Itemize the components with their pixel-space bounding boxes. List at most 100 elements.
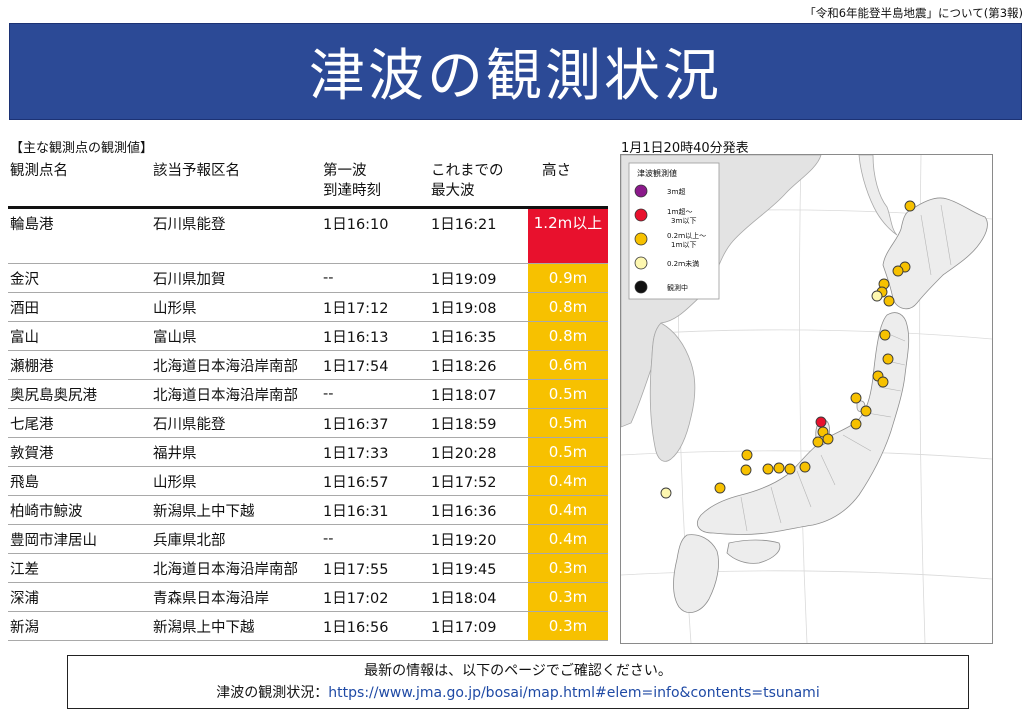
observation-point <box>892 265 904 277</box>
max-wave-cell: 1日17:52 <box>431 474 497 491</box>
height-cell: 0.5m <box>528 437 608 467</box>
observation-point <box>660 487 672 499</box>
station-cell: 深浦 <box>10 590 39 607</box>
table-row: 敦賀港 福井県 1日17:33 1日20:28 0.5m <box>8 437 608 467</box>
region-cell: 新潟県上中下越 <box>153 503 255 520</box>
region-cell: 石川県能登 <box>153 416 226 433</box>
height-cell: 0.4m <box>528 495 608 525</box>
table-row: 豊岡市津居山 兵庫県北部 -- 1日19:20 0.4m <box>8 524 608 554</box>
region-cell: 北海道日本海沿岸南部 <box>153 358 298 375</box>
observation-point <box>762 463 774 475</box>
legend-swatch <box>634 184 648 198</box>
first-wave-cell: 1日16:56 <box>323 619 389 636</box>
first-wave-cell: 1日16:57 <box>323 474 389 491</box>
observation-point <box>883 295 895 307</box>
legend-swatch <box>634 232 648 246</box>
max-wave-cell: 1日18:59 <box>431 416 497 433</box>
max-wave-cell: 1日20:28 <box>431 445 497 462</box>
max-wave-cell: 1日18:07 <box>431 387 497 404</box>
table-header-row: 観測点名 該当予報区名 第一波 到達時刻 これまでの 最大波 高さ <box>8 158 608 208</box>
observation-point <box>815 416 827 428</box>
header-max-wave-line1: これまでの <box>431 163 504 179</box>
first-wave-cell: 1日17:55 <box>323 561 389 578</box>
observation-point <box>740 464 752 476</box>
first-wave-cell: 1日17:54 <box>323 358 389 375</box>
footer-url-prefix: 津波の観測状況： <box>216 685 329 701</box>
tsunami-map: 津波観測値 3ｍ超 1ｍ超～ 3ｍ以下 0.2ｍ以上～ 1ｍ以下 0.2ｍ未満 観測中 <box>620 154 993 644</box>
observation-point <box>871 290 883 302</box>
height-cell: 0.3m <box>528 553 608 583</box>
header-first-wave-line2: 到達時刻 <box>323 183 381 199</box>
page-title: 津波の観測状況 <box>309 44 722 109</box>
legend-swatch <box>634 208 648 222</box>
table-row: 新潟 新潟県上中下越 1日16:56 1日17:09 0.3m <box>8 611 608 641</box>
height-cell: 0.8m <box>528 292 608 322</box>
observation-point <box>904 200 916 212</box>
legend-label: 0.2ｍ以上～ <box>667 231 706 240</box>
header-max-wave-line2: 最大波 <box>431 183 475 199</box>
region-cell: 北海道日本海沿岸南部 <box>153 387 298 404</box>
first-wave-cell: 1日17:12 <box>323 300 389 317</box>
table-row: 金沢 石川県加賀 -- 1日19:09 0.9m <box>8 263 608 293</box>
footer-line1: 最新の情報は、以下のページでご確認ください。 <box>364 663 672 679</box>
observation-point <box>714 482 726 494</box>
observation-point <box>850 418 862 430</box>
table-body: 輪島港 石川県能登 1日16:10 1日16:21 1.2m以上 金沢 石川県加賀 -- 1日1… <box>8 207 608 641</box>
station-cell: 金沢 <box>10 271 39 288</box>
region-cell: 兵庫県北部 <box>153 532 226 549</box>
first-wave-cell: -- <box>323 386 334 402</box>
table-row: 富山 富山県 1日16:13 1日16:35 0.8m <box>8 321 608 351</box>
legend-label: 1ｍ超～ <box>667 207 692 216</box>
station-cell: 豊岡市津居山 <box>10 532 97 549</box>
max-wave-cell: 1日18:26 <box>431 358 497 375</box>
region-cell: 青森県日本海沿岸 <box>153 590 269 607</box>
legend-label: 観測中 <box>667 283 688 292</box>
observation-point <box>850 392 862 404</box>
report-number: 「令和6年能登半島地震」について(第3報) <box>804 6 1023 20</box>
observation-point <box>879 329 891 341</box>
first-wave-cell: 1日16:10 <box>323 217 389 233</box>
observation-point <box>812 436 824 448</box>
observation-point <box>784 463 796 475</box>
info-page-link[interactable]: https://www.jma.go.jp/bosai/map.html#ele… <box>328 685 820 701</box>
max-wave-cell: 1日19:08 <box>431 300 497 317</box>
first-wave-cell: 1日17:33 <box>323 445 389 462</box>
first-wave-cell: -- <box>323 531 334 547</box>
height-cell: 0.4m <box>528 524 608 554</box>
table-row: 奥尻島奥尻港 北海道日本海沿岸南部 -- 1日18:07 0.5m <box>8 379 608 409</box>
height-cell: 1.2m以上 <box>528 207 608 264</box>
honshu <box>697 312 910 535</box>
section-label: 【主な観測点の観測値】 <box>10 141 154 156</box>
legend-label: 0.2ｍ未満 <box>667 259 699 268</box>
header-max-wave: これまでの 最大波 <box>429 158 528 208</box>
sakhalin <box>858 155 898 236</box>
observation-point <box>877 376 889 388</box>
prefecture-borders <box>740 204 952 532</box>
station-cell: 新潟 <box>10 619 39 636</box>
station-cell: 酒田 <box>10 300 39 317</box>
legend-label: 3ｍ超 <box>667 187 685 196</box>
kyushu <box>673 534 719 613</box>
observation-point <box>882 353 894 365</box>
header-height: 高さ <box>542 163 571 179</box>
height-cell: 0.5m <box>528 408 608 438</box>
station-cell: 瀬棚港 <box>10 358 54 375</box>
observation-point <box>741 449 753 461</box>
observation-point <box>799 461 811 473</box>
shikoku <box>726 539 781 564</box>
max-wave-cell: 1日18:04 <box>431 590 497 607</box>
height-cell: 0.8m <box>528 321 608 351</box>
table-row: 柏崎市鯨波 新潟県上中下越 1日16:31 1日16:36 0.4m <box>8 495 608 525</box>
observation-point <box>860 405 872 417</box>
table-row: 飛島 山形県 1日16:57 1日17:52 0.4m <box>8 466 608 496</box>
korea <box>649 322 696 462</box>
station-cell: 七尾港 <box>10 416 54 433</box>
issued-time: 1月1日20時40分発表 <box>621 141 749 156</box>
hokkaido <box>882 197 988 310</box>
first-wave-cell: -- <box>323 270 334 286</box>
height-cell: 0.3m <box>528 611 608 641</box>
max-wave-cell: 1日16:35 <box>431 329 497 346</box>
table-row: 輪島港 石川県能登 1日16:10 1日16:21 1.2m以上 <box>8 207 608 264</box>
